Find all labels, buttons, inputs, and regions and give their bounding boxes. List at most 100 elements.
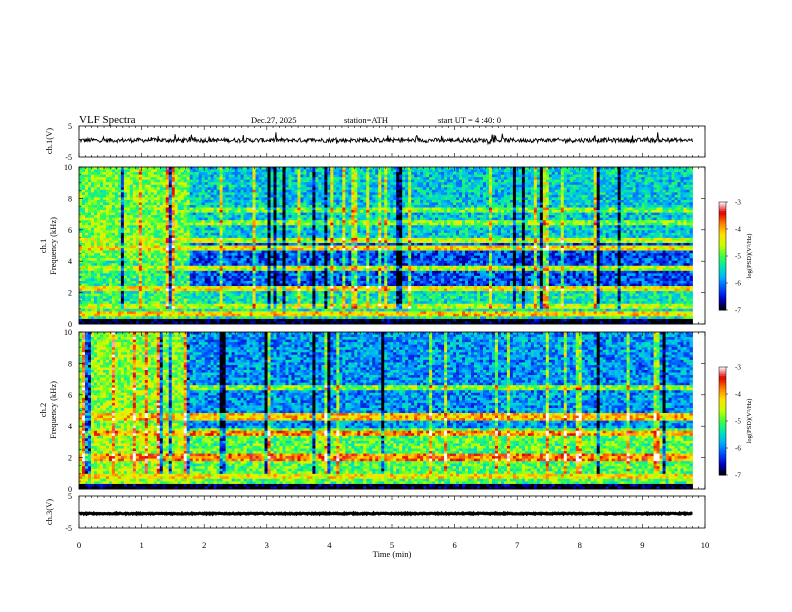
spectrogram-cell (261, 187, 265, 191)
spectrogram-cell (150, 258, 155, 262)
spectrogram-cell (135, 308, 140, 312)
spectrogram-cell (99, 280, 104, 284)
spectrogram-cell (243, 192, 247, 196)
spectrogram-cell (222, 227, 227, 231)
spectrogram-cell (114, 174, 119, 178)
spectrogram-cell (183, 265, 188, 269)
spectrogram-cell (204, 321, 209, 325)
spectrogram-cell (297, 187, 301, 191)
spectrogram-cell (123, 263, 128, 267)
spectrogram-cell (222, 306, 227, 310)
spectrogram-cell (79, 273, 83, 277)
spectrogram-cell (120, 268, 125, 272)
spectrogram-cell (255, 265, 259, 269)
spectrogram-cell (90, 286, 95, 289)
spectrogram-cell (243, 194, 247, 198)
spectrogram-cell (114, 255, 119, 259)
spectrogram-cell (261, 179, 265, 183)
spectrogram-cell (180, 230, 185, 234)
spectrogram-cell (297, 207, 301, 211)
spectrogram-cell (252, 179, 256, 183)
spectrogram-cell (282, 179, 286, 183)
spectrogram-cell (261, 215, 265, 219)
spectrogram-cell (99, 296, 104, 300)
spectrogram-cell (285, 296, 289, 300)
spectrogram-cell (159, 255, 164, 259)
spectrogram-cell (225, 235, 230, 239)
spectrogram-cell (126, 225, 131, 229)
spectrogram-cell (87, 227, 92, 231)
spectrogram-cell (255, 263, 259, 267)
spectrogram-cell (153, 182, 158, 186)
spectrogram-cell (79, 237, 83, 241)
spectrogram-cell (258, 207, 262, 211)
spectrogram-cell (81, 248, 86, 251)
spectrogram-cell (294, 311, 298, 315)
spectrogram-cell (213, 291, 218, 295)
spectrogram-cell (222, 296, 227, 300)
spectrogram-cell (138, 240, 143, 244)
spectrogram-cell (240, 308, 244, 312)
spectrogram-cell (300, 189, 304, 193)
spectrogram-cell (270, 197, 274, 201)
spectrogram-cell (207, 270, 212, 274)
spectrogram-cell (174, 318, 179, 322)
spectrogram-cell (84, 215, 89, 219)
spectrogram-cell (180, 207, 185, 211)
spectrogram-cell (114, 199, 119, 203)
spectrogram-cell (267, 207, 271, 211)
spectrogram-cell (156, 207, 161, 211)
spectrogram-cell (297, 280, 301, 284)
spectrogram-cell (228, 167, 233, 170)
spectrogram-cell (249, 227, 253, 231)
spectrogram-cell (138, 230, 143, 234)
spectrogram-cell (79, 321, 83, 325)
spectrogram-cell (162, 270, 167, 274)
spectrogram-cell (240, 253, 244, 257)
spectrogram-cell (225, 210, 230, 213)
spectrogram-cell (222, 177, 227, 181)
spectrogram-cell (264, 313, 268, 317)
spectrogram-cell (87, 199, 92, 203)
spectrogram-cell (300, 184, 304, 188)
spectrogram-cell (210, 321, 215, 325)
spectrogram-cell (303, 273, 307, 277)
spectrogram-cell (162, 260, 167, 264)
spectrogram-cell (309, 167, 313, 170)
spectrogram-cell (150, 235, 155, 239)
spectrogram-cell (213, 179, 218, 183)
spectrogram-cell (156, 283, 161, 287)
spectrogram-cell (174, 230, 179, 234)
spectrogram-cell (84, 283, 89, 287)
spectrogram-cell (123, 169, 128, 173)
spectrogram-cell (267, 255, 271, 259)
spectrogram-cell (252, 248, 256, 251)
spectrogram-cell (79, 172, 83, 175)
spectrogram-cell (195, 174, 200, 178)
spectrogram-cell (81, 235, 86, 239)
spectrogram-cell (240, 258, 244, 262)
spectrogram-cell (294, 265, 298, 269)
spectrogram-cell (156, 220, 161, 224)
spectrogram-cell (117, 303, 122, 307)
spectrogram-cell (156, 242, 161, 246)
spectrogram-cell (99, 245, 104, 249)
spectrogram-cell (153, 197, 158, 201)
spectrogram-cell (306, 199, 310, 203)
spectrogram-cell (126, 253, 131, 257)
spectrogram-cell (192, 258, 197, 262)
spectrogram-cell (123, 189, 128, 193)
spectrogram-cell (168, 194, 173, 198)
spectrogram-cell (282, 202, 286, 206)
spectrogram-cell (198, 321, 203, 325)
spectrogram-cell (159, 215, 164, 219)
spectrogram-cell (156, 311, 161, 315)
spectrogram-cell (195, 225, 200, 229)
spectrogram-cell (249, 217, 253, 221)
spectrogram-cell (270, 316, 274, 320)
spectrogram-cell (117, 248, 122, 251)
spectrogram-cell (270, 291, 274, 295)
spectrogram-cell (216, 242, 221, 246)
spectrogram-cell (165, 311, 170, 315)
spectrogram-cell (219, 308, 224, 312)
